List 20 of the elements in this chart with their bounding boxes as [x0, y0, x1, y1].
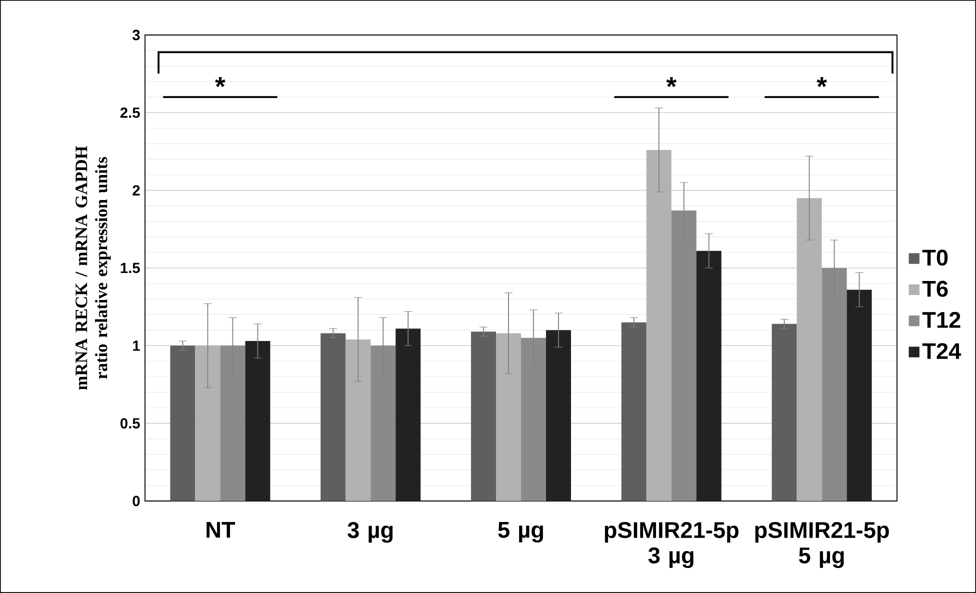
y-tick-label: 0.5	[120, 418, 140, 429]
annotation: *	[215, 77, 226, 88]
y-tick-label: 1	[133, 340, 140, 351]
x-tick-label: 5 µg	[498, 522, 544, 542]
legend-label: T12	[922, 312, 960, 328]
y-axis-title: mRNA RECK / mRNA GAPDH ratio relative expression units	[76, 146, 111, 390]
x-tick-label: 3 µg	[348, 522, 393, 543]
y-tick-label: 2.5	[120, 107, 140, 118]
y-tick-label: 0	[132, 496, 140, 506]
x-tick-label: NT	[206, 522, 236, 538]
annotation: *	[666, 77, 677, 88]
x-tick-label: pSIMIR21-5p 3 µg	[604, 522, 738, 568]
x-tick-label: pSIMIR21-5p 5 µg	[755, 522, 889, 568]
annotation: *	[816, 77, 827, 88]
y-tick-label: 2	[132, 185, 140, 196]
legend-label: T6	[922, 280, 948, 297]
legend-label: T0	[922, 250, 948, 266]
y-tick-label: 1.5	[120, 262, 140, 274]
y-tick-label: 3	[132, 30, 140, 40]
legend-label: T24	[922, 343, 962, 359]
